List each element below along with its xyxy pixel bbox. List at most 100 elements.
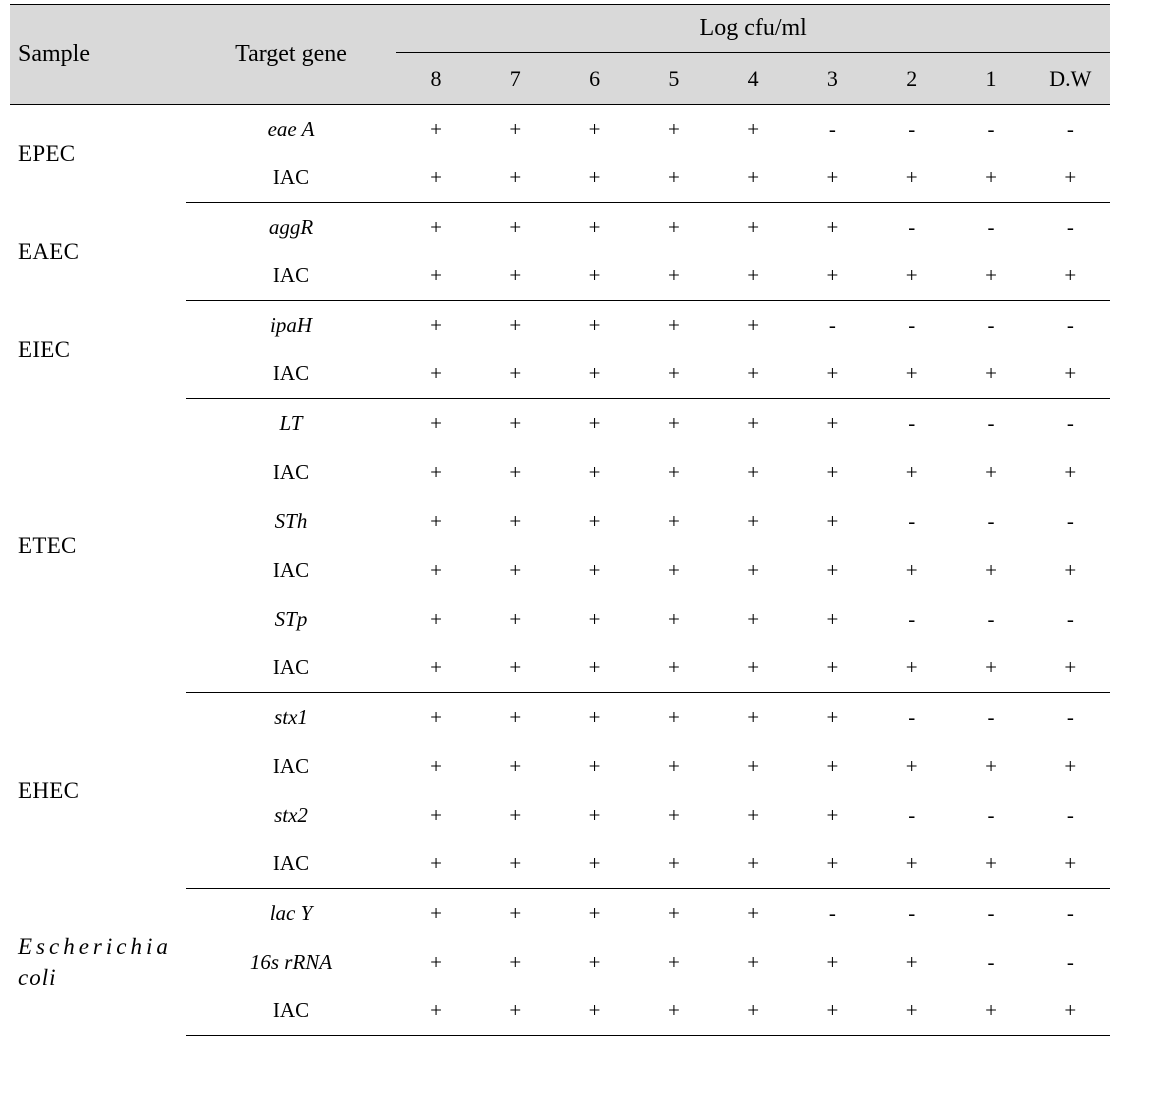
value-cell: + — [634, 840, 713, 889]
value-cell: - — [872, 693, 951, 742]
value-cell: + — [714, 203, 793, 252]
value-cell: - — [951, 889, 1030, 938]
target-cell: STp — [186, 595, 397, 644]
col-sample: Sample — [10, 5, 186, 105]
value-cell: - — [872, 595, 951, 644]
value-cell: + — [476, 742, 555, 791]
value-cell: + — [793, 693, 872, 742]
value-cell: - — [872, 889, 951, 938]
value-cell: + — [555, 203, 634, 252]
table-row: EHECstx1++++++--- — [10, 693, 1110, 742]
col-8: 8 — [396, 53, 475, 105]
col-dw: D.W — [1031, 53, 1110, 105]
target-cell: IAC — [186, 154, 397, 203]
value-cell: + — [714, 399, 793, 448]
value-cell: + — [396, 595, 475, 644]
value-cell: + — [872, 742, 951, 791]
value-cell: - — [1031, 595, 1110, 644]
value-cell: + — [872, 448, 951, 497]
value-cell: + — [714, 987, 793, 1036]
value-cell: + — [714, 938, 793, 987]
sensitivity-table: Sample Target gene Log cfu/ml 8 7 6 5 4 … — [10, 4, 1110, 1036]
value-cell: + — [396, 399, 475, 448]
value-cell: + — [793, 350, 872, 399]
value-cell: - — [951, 497, 1030, 546]
value-cell: + — [951, 350, 1030, 399]
value-cell: + — [1031, 644, 1110, 693]
target-cell: STh — [186, 497, 397, 546]
value-cell: + — [555, 399, 634, 448]
value-cell: - — [872, 301, 951, 350]
value-cell: - — [1031, 938, 1110, 987]
value-cell: + — [1031, 448, 1110, 497]
value-cell: + — [555, 644, 634, 693]
value-cell: - — [1031, 203, 1110, 252]
value-cell: + — [634, 546, 713, 595]
value-cell: + — [793, 399, 872, 448]
value-cell: - — [793, 105, 872, 154]
target-cell: LT — [186, 399, 397, 448]
col-4: 4 — [714, 53, 793, 105]
value-cell: + — [872, 644, 951, 693]
value-cell: + — [714, 350, 793, 399]
value-cell: + — [396, 154, 475, 203]
value-cell: - — [1031, 399, 1110, 448]
value-cell: + — [396, 546, 475, 595]
value-cell: - — [872, 105, 951, 154]
value-cell: - — [1031, 301, 1110, 350]
value-cell: + — [1031, 154, 1110, 203]
value-cell: + — [555, 742, 634, 791]
col-7: 7 — [476, 53, 555, 105]
value-cell: + — [951, 840, 1030, 889]
value-cell: + — [476, 987, 555, 1036]
value-cell: + — [396, 301, 475, 350]
value-cell: - — [951, 203, 1030, 252]
value-cell: + — [634, 203, 713, 252]
value-cell: + — [396, 252, 475, 301]
value-cell: + — [396, 889, 475, 938]
value-cell: + — [476, 791, 555, 840]
value-cell: + — [714, 252, 793, 301]
value-cell: + — [872, 252, 951, 301]
col-3: 3 — [793, 53, 872, 105]
table-row: EAECaggR++++++--- — [10, 203, 1110, 252]
col-1: 1 — [951, 53, 1030, 105]
value-cell: + — [555, 987, 634, 1036]
value-cell: + — [396, 350, 475, 399]
value-cell: + — [396, 105, 475, 154]
value-cell: - — [951, 938, 1030, 987]
value-cell: + — [872, 938, 951, 987]
value-cell: + — [793, 203, 872, 252]
value-cell: + — [555, 497, 634, 546]
value-cell: + — [634, 252, 713, 301]
value-cell: + — [476, 938, 555, 987]
value-cell: - — [951, 595, 1030, 644]
value-cell: + — [396, 497, 475, 546]
value-cell: + — [476, 154, 555, 203]
value-cell: + — [555, 595, 634, 644]
target-cell: 16s rRNA — [186, 938, 397, 987]
value-cell: + — [634, 889, 713, 938]
value-cell: + — [476, 889, 555, 938]
value-cell: + — [396, 938, 475, 987]
value-cell: + — [872, 154, 951, 203]
value-cell: + — [555, 546, 634, 595]
value-cell: + — [793, 448, 872, 497]
value-cell: + — [555, 889, 634, 938]
value-cell: + — [951, 252, 1030, 301]
value-cell: + — [396, 644, 475, 693]
value-cell: - — [951, 791, 1030, 840]
value-cell: - — [872, 399, 951, 448]
value-cell: - — [1031, 791, 1110, 840]
value-cell: - — [951, 399, 1030, 448]
target-cell: IAC — [186, 350, 397, 399]
value-cell: + — [951, 546, 1030, 595]
value-cell: + — [872, 546, 951, 595]
value-cell: + — [1031, 987, 1110, 1036]
value-cell: + — [396, 791, 475, 840]
sample-cell: EAEC — [10, 203, 186, 301]
value-cell: + — [793, 938, 872, 987]
value-cell: + — [634, 987, 713, 1036]
value-cell: + — [951, 448, 1030, 497]
value-cell: - — [951, 301, 1030, 350]
